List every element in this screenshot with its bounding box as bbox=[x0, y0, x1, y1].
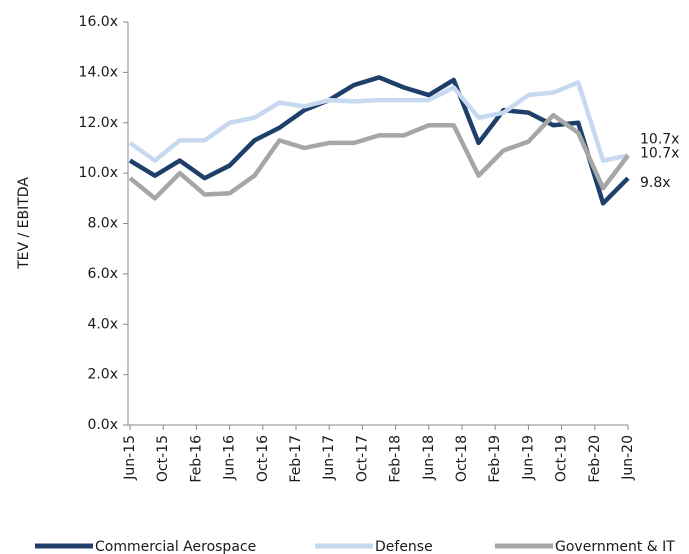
legend-label: Commercial Aerospace bbox=[95, 539, 256, 554]
x-tick-label: Feb-18 bbox=[388, 435, 404, 483]
y-tick-label: 12.0x bbox=[79, 115, 118, 131]
x-tick-label: Oct-17 bbox=[354, 435, 370, 482]
x-tick-label: Feb-19 bbox=[487, 435, 503, 483]
y-tick-label: 0.0x bbox=[87, 417, 118, 433]
y-tick-label: 6.0x bbox=[87, 266, 118, 282]
x-tick-label: Oct-15 bbox=[155, 435, 171, 482]
x-tick-label: Jun-16 bbox=[222, 435, 238, 481]
x-tick-label: Oct-19 bbox=[554, 435, 570, 482]
end-label: 9.8x bbox=[640, 175, 671, 191]
x-tick-label: Jun-19 bbox=[520, 435, 536, 481]
x-tick-label: Oct-16 bbox=[255, 435, 271, 482]
series-line bbox=[128, 80, 629, 163]
y-axis-label: TEV / EBITDA bbox=[16, 177, 32, 270]
y-tick-label: 4.0x bbox=[87, 316, 118, 332]
legend-label: Defense bbox=[375, 539, 433, 554]
x-tick-label: Feb-16 bbox=[188, 435, 204, 483]
legend-label: Government & IT bbox=[555, 539, 675, 554]
y-tick-label: 10.0x bbox=[79, 165, 118, 181]
x-tick-label: Jun-20 bbox=[620, 435, 636, 481]
x-tick-label: Jun-18 bbox=[421, 435, 437, 481]
end-label: 10.7x bbox=[640, 145, 679, 161]
x-tick-label: Jun-17 bbox=[321, 435, 337, 481]
x-tick-label: Feb-17 bbox=[288, 435, 304, 483]
x-tick-label: Oct-18 bbox=[454, 435, 470, 482]
y-tick-label: 16.0x bbox=[79, 14, 118, 30]
y-tick-label: 8.0x bbox=[87, 216, 118, 232]
y-tick-label: 2.0x bbox=[87, 367, 118, 383]
x-tick-label: Feb-20 bbox=[587, 435, 603, 483]
series-line bbox=[128, 112, 630, 201]
x-tick-label: Jun-15 bbox=[122, 435, 138, 481]
y-tick-label: 14.0x bbox=[79, 64, 118, 80]
end-label: 10.7x bbox=[640, 131, 679, 147]
